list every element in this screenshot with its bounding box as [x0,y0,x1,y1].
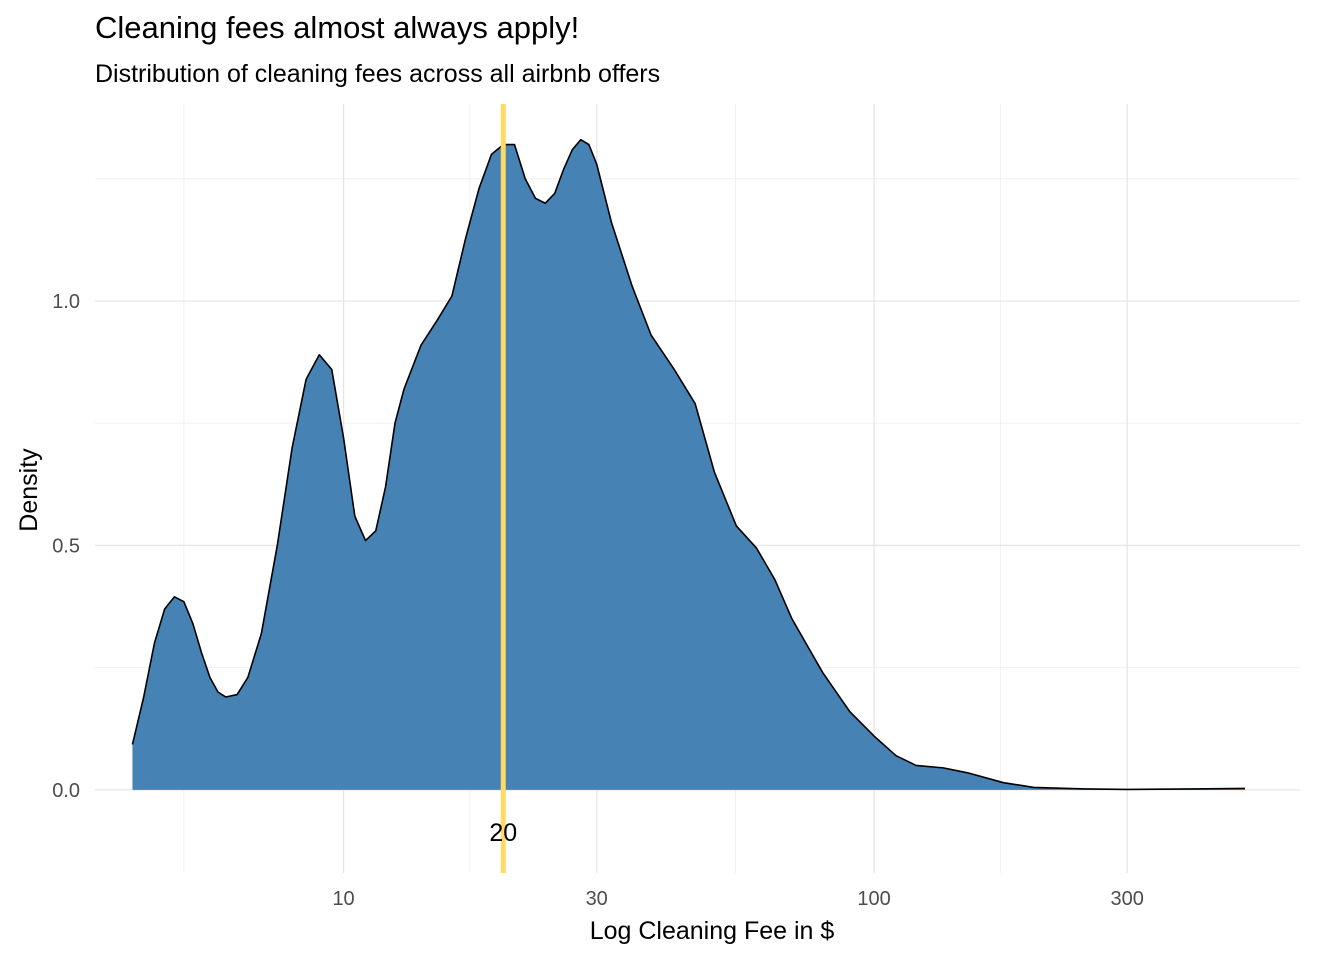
x-tick-label: 30 [586,888,608,910]
y-axis-ticks: 0.0 0.5 1.0 [52,291,80,802]
density-area [132,139,1245,790]
x-tick-label: 100 [857,888,890,910]
chart-title: Cleaning fees almost always apply! [95,10,580,45]
y-tick-label: 0.5 [52,535,80,557]
x-tick-label: 300 [1111,888,1144,910]
density-line [131,138,1245,791]
x-axis-title: Log Cleaning Fee in $ [590,917,835,945]
y-tick-label: 0.0 [52,780,80,802]
reference-line-label: 20 [489,819,517,847]
x-tick-label: 10 [332,888,354,910]
y-axis-title: Density [15,448,43,532]
chart-subtitle: Distribution of cleaning fees across all… [95,60,661,88]
y-tick-label: 1.0 [52,291,80,313]
x-axis-ticks: 10 30 100 300 [332,888,1143,910]
